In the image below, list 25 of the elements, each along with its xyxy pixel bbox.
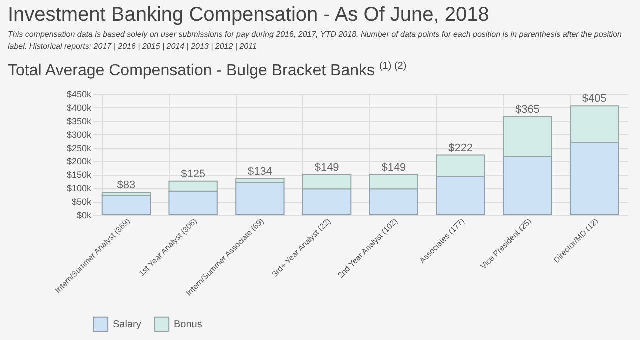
total-label: $365 [515, 104, 540, 116]
y-tick-label: $250k [66, 144, 92, 154]
y-tick-label: $350k [66, 116, 92, 127]
total-label: $149 [314, 162, 340, 174]
legend-label: Salary [113, 320, 142, 331]
total-label: $83 [117, 180, 136, 192]
y-tick-label: $200k [66, 157, 92, 168]
chart-subtitle: Total Average Compensation - Bulge Bracket Banks $^{(1) (2)}$ [8, 61, 408, 80]
total-label: $149 [382, 162, 406, 174]
text: This compensation data is based solely on user submissions for pay during 2016, 2017, YTD 2018. Number of data points for each position is in parenthesis after the position label. Historical reports: 2017 | 2016 | 2015 | 2014 | 2013 | 2012 | 2011 [8, 29, 623, 53]
legend-label: Bonus [174, 320, 202, 331]
bar [236, 182, 285, 216]
bar [102, 195, 152, 216]
total-label: $125 [181, 168, 206, 181]
y-tick-label: $150k [66, 170, 92, 180]
y-tick-label: $300k [66, 130, 92, 140]
total-label: $222 [448, 142, 474, 155]
y-tick-label: $400k [66, 103, 92, 114]
y-tick-label: $50k [72, 197, 92, 208]
total-label: $405 [582, 93, 607, 106]
y-tick-label: $100k [66, 184, 92, 194]
y-tick-label: $0k [76, 210, 92, 221]
chart-title: Investment Banking Compensation - As Of June, 2018 [8, 4, 490, 27]
y-tick-label: $450k [66, 90, 92, 100]
total-label: $134 [248, 166, 272, 178]
